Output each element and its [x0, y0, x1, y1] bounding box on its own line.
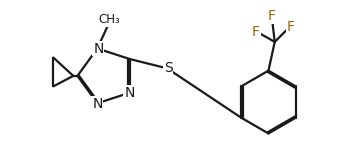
Text: N: N	[124, 86, 135, 100]
Text: N: N	[92, 97, 103, 111]
Text: S: S	[164, 61, 173, 75]
Text: F: F	[287, 20, 295, 34]
Text: F: F	[267, 9, 276, 23]
Text: CH₃: CH₃	[98, 13, 120, 26]
Text: F: F	[252, 25, 260, 39]
Text: N: N	[93, 41, 104, 56]
